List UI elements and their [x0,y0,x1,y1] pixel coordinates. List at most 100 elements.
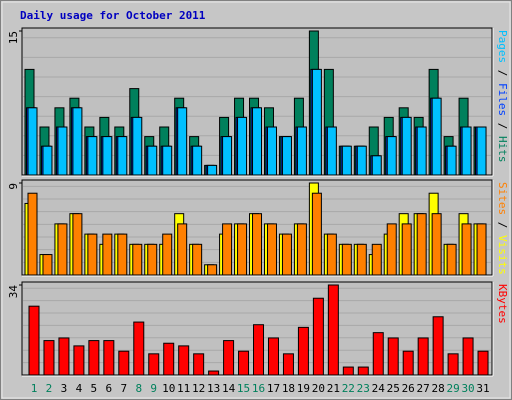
bar [177,107,188,176]
bar [87,136,98,176]
bar [357,366,369,376]
bar [147,243,158,276]
x-tick-label: 16 [252,382,265,395]
bar [178,345,190,376]
x-tick-label: 8 [135,382,142,395]
bar [341,145,352,176]
bar [102,233,113,276]
bar [266,126,277,176]
legend-entry: Sites [496,182,509,215]
legend-entry: Visits [496,235,509,275]
bar [446,145,457,176]
bar [447,353,459,376]
bar [222,136,233,176]
bar [57,126,68,176]
bar [326,233,337,276]
x-tick-label: 3 [61,382,68,395]
bar [72,107,83,176]
bar [162,233,173,276]
legend-separator [496,76,509,83]
bar [237,116,248,176]
x-tick-label: 10 [162,382,175,395]
x-tick-label: 23 [357,382,370,395]
y-tick-label: 34 [7,285,20,299]
bar [192,145,203,176]
y-tick-label: 9 [7,183,20,190]
x-tick-label: 4 [76,382,83,395]
bar [222,223,233,276]
x-tick-label: 30 [461,382,474,395]
legend-separator [496,116,509,123]
bar [371,243,382,276]
x-tick-label: 19 [297,382,310,395]
bar [43,340,55,376]
x-tick-label: 26 [402,382,415,395]
bar [312,297,324,376]
legend-entry: Hits [496,136,509,163]
x-tick-label: 7 [120,382,127,395]
legend-entry: Pages [496,30,509,63]
x-tick-label: 31 [476,382,489,395]
bar [162,145,173,176]
bar [432,316,444,376]
bar [326,126,337,176]
bar [401,223,412,276]
x-tick-label: 28 [432,382,445,395]
bar [431,97,442,176]
bar [281,136,292,176]
x-tick-label: 2 [46,382,53,395]
bar [207,264,218,276]
bar [163,342,175,376]
bar [132,243,143,276]
x-tick-label: 1 [31,382,38,395]
y-tick-label: 15 [7,31,20,44]
bar [297,326,309,376]
bar [207,164,218,176]
bar [267,337,279,376]
bar [117,233,128,276]
bar [238,350,250,376]
bar [327,284,339,376]
bar [476,126,487,176]
bar [266,223,277,276]
bar [147,145,158,176]
bar [477,350,489,376]
bar [42,254,53,276]
bar [133,321,145,376]
bar [103,340,115,376]
bar [461,126,472,176]
bar [132,116,143,176]
x-tick-label: 13 [207,382,220,395]
bar [462,337,474,376]
bar [372,332,384,376]
x-tick-label: 25 [387,382,400,395]
bar [27,192,38,276]
x-tick-label: 27 [417,382,430,395]
bar [416,126,427,176]
bar [281,233,292,276]
bar [371,155,382,176]
bar [431,213,442,276]
x-tick-label: 24 [372,382,386,395]
legend-separator: / [496,123,509,130]
bar [237,223,248,276]
legend-separator [496,63,509,70]
bar [446,243,457,276]
x-tick-label: 20 [312,382,325,395]
bar [252,213,263,276]
bar [88,340,100,376]
bar [282,353,294,376]
bar [253,324,265,376]
bar [252,107,263,176]
legend: KBytes [496,284,509,324]
bar [417,337,429,376]
bar [311,68,322,176]
bar [476,223,487,276]
bar [118,350,130,376]
x-tick-label: 18 [282,382,295,395]
bar [386,136,397,176]
bar [223,340,235,376]
x-tick-label: 14 [222,382,236,395]
